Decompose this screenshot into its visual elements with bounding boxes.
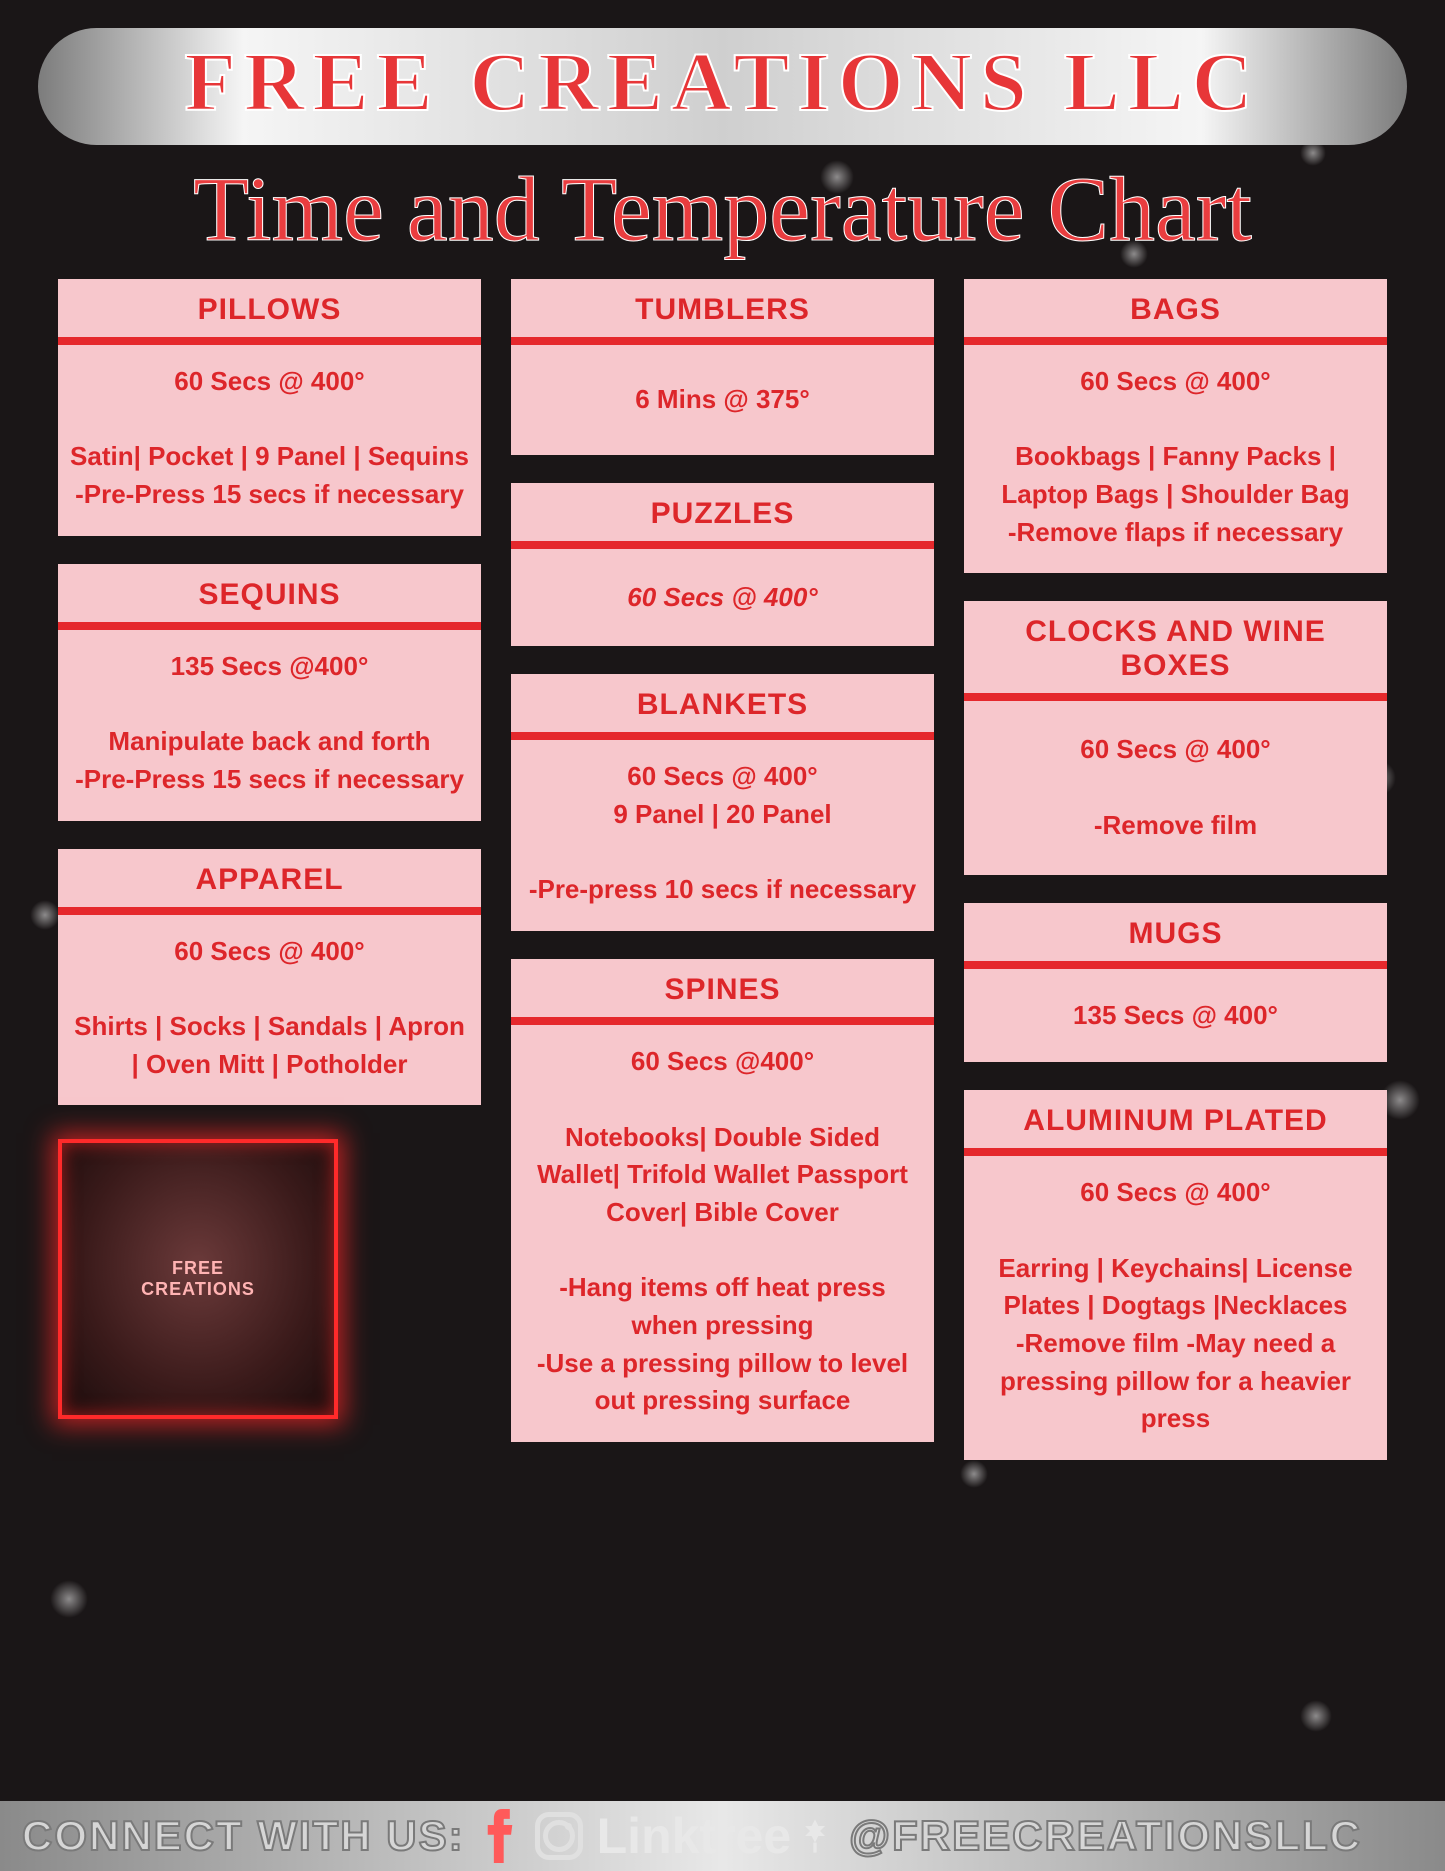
linktree-icon <box>795 1816 835 1856</box>
card-header: SEQUINS <box>58 564 481 630</box>
card-header: BLANKETS <box>511 674 934 740</box>
linktree-link[interactable]: Linktree <box>597 1807 836 1865</box>
linktree-label: Linktree <box>597 1807 792 1865</box>
chart-grid: PILLOWS 60 Secs @ 400° Satin| Pocket | 9… <box>38 279 1407 1871</box>
column-3: BAGS 60 Secs @ 400° Bookbags | Fanny Pac… <box>964 279 1387 1871</box>
card-mugs: MUGS 135 Secs @ 400° <box>964 903 1387 1063</box>
card-body: 60 Secs @ 400° Shirts | Socks | Sandals … <box>58 915 481 1106</box>
card-blankets: BLANKETS 60 Secs @ 400° 9 Panel | 20 Pan… <box>511 674 934 931</box>
card-body: 60 Secs @ 400° 9 Panel | 20 Panel -Pre-p… <box>511 740 934 931</box>
brand-logo: FREE CREATIONS <box>58 1139 338 1419</box>
connect-label: CONNECT WITH US: <box>22 1812 465 1860</box>
card-header: PILLOWS <box>58 279 481 345</box>
card-pillows: PILLOWS 60 Secs @ 400° Satin| Pocket | 9… <box>58 279 481 536</box>
card-spines: SPINES 60 Secs @400° Notebooks| Double S… <box>511 959 934 1442</box>
brand-logo-text: FREE CREATIONS <box>141 1258 255 1300</box>
card-header: MUGS <box>964 903 1387 969</box>
card-header: TUMBLERS <box>511 279 934 345</box>
card-body: 60 Secs @ 400° Earring | Keychains| Lice… <box>964 1156 1387 1460</box>
footer-bar: CONNECT WITH US: Linktree @FREECREATIONS… <box>0 1801 1445 1871</box>
page-subtitle: Time and Temperature Chart <box>38 163 1407 255</box>
page-title: FREE CREATIONS LLC <box>68 34 1377 131</box>
card-clocks-wine: CLOCKS AND WINE BOXES 60 Secs @ 400° -Re… <box>964 601 1387 874</box>
card-body: 6 Mins @ 375° <box>511 345 934 455</box>
instagram-icon[interactable] <box>535 1812 583 1860</box>
card-body: 60 Secs @ 400° Satin| Pocket | 9 Panel |… <box>58 345 481 536</box>
card-header: CLOCKS AND WINE BOXES <box>964 601 1387 701</box>
card-body: 135 Secs @400° Manipulate back and forth… <box>58 630 481 821</box>
social-handle: @FREECREATIONSLLC <box>849 1812 1362 1860</box>
card-apparel: APPAREL 60 Secs @ 400° Shirts | Socks | … <box>58 849 481 1106</box>
card-tumblers: TUMBLERS 6 Mins @ 375° <box>511 279 934 455</box>
facebook-icon[interactable] <box>479 1809 521 1863</box>
card-body: 60 Secs @ 400° <box>511 549 934 647</box>
column-1: PILLOWS 60 Secs @ 400° Satin| Pocket | 9… <box>58 279 481 1871</box>
title-bar: FREE CREATIONS LLC <box>38 28 1407 145</box>
card-bags: BAGS 60 Secs @ 400° Bookbags | Fanny Pac… <box>964 279 1387 573</box>
card-aluminum: ALUMINUM PLATED 60 Secs @ 400° Earring |… <box>964 1090 1387 1460</box>
card-body: 60 Secs @ 400° Bookbags | Fanny Packs | … <box>964 345 1387 573</box>
card-header: APPAREL <box>58 849 481 915</box>
card-header: PUZZLES <box>511 483 934 549</box>
card-header: BAGS <box>964 279 1387 345</box>
card-header: ALUMINUM PLATED <box>964 1090 1387 1156</box>
card-body: 60 Secs @400° Notebooks| Double Sided Wa… <box>511 1025 934 1442</box>
card-puzzles: PUZZLES 60 Secs @ 400° <box>511 483 934 647</box>
card-body: 135 Secs @ 400° <box>964 969 1387 1063</box>
card-body: 60 Secs @ 400° -Remove film <box>964 701 1387 874</box>
card-sequins: SEQUINS 135 Secs @400° Manipulate back a… <box>58 564 481 821</box>
column-2: TUMBLERS 6 Mins @ 375° PUZZLES 60 Secs @… <box>511 279 934 1871</box>
card-header: SPINES <box>511 959 934 1025</box>
